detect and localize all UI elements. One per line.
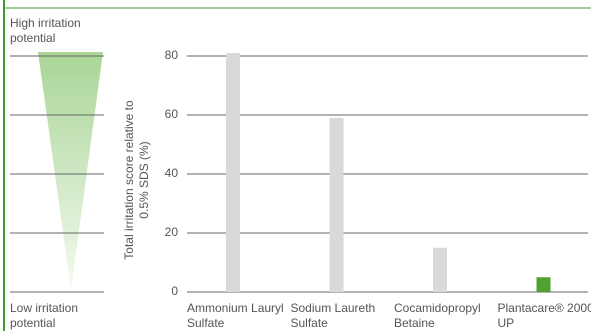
annotation: Low irritation potential — [10, 301, 79, 330]
annotation: High irritation potential — [10, 16, 81, 45]
y-tick-label: 20 — [165, 225, 179, 239]
y-axis-title: Total irritation score relative to 0.5% … — [122, 100, 151, 260]
x-tick-label: Sodium Laureth Sulfate — [290, 301, 376, 330]
bar — [329, 117, 344, 292]
bar — [226, 53, 240, 292]
x-tick-label: Plantacare® 2000 UP — [497, 301, 591, 330]
y-tick-label: 60 — [165, 107, 179, 121]
y-tick-label: 40 — [165, 166, 179, 180]
y-tick-label: 80 — [165, 48, 179, 62]
x-tick-label: Cocamidopropyl Betaine — [394, 301, 481, 330]
x-tick-label: Ammonium Lauryl Sulfate — [187, 301, 284, 330]
bar — [433, 247, 447, 292]
irritation-wedge — [38, 52, 103, 290]
bar — [536, 277, 551, 292]
y-tick-label: 0 — [171, 284, 178, 298]
